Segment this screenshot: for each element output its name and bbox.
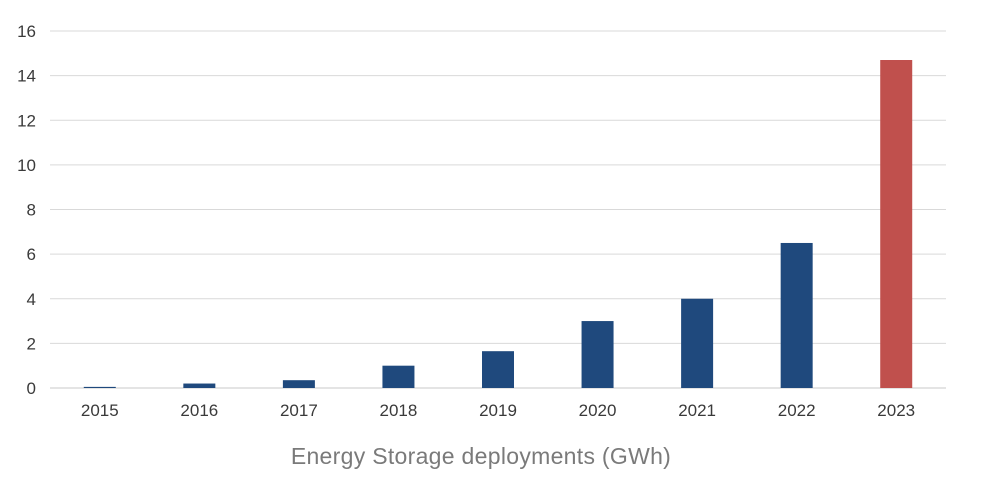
y-tick-label: 16: [17, 22, 36, 41]
bar-2018: [382, 365, 415, 388]
y-tick-label: 6: [27, 245, 36, 264]
y-tick-label: 14: [17, 67, 36, 86]
x-tick-label: 2017: [280, 401, 318, 420]
bar-2016: [183, 383, 216, 388]
x-tick-label: 2020: [579, 401, 617, 420]
y-tick-label: 4: [27, 290, 36, 309]
bar-2019: [482, 351, 514, 388]
gridlines: [50, 30, 946, 389]
y-tick-label: 0: [27, 379, 36, 398]
x-tick-label: 2018: [380, 401, 418, 420]
y-tick-label: 2: [27, 334, 36, 353]
bar-2021: [681, 298, 714, 388]
x-tick-label: 2019: [479, 401, 517, 420]
x-tick-label: 2016: [180, 401, 218, 420]
x-axis-ticks: 2015 2016 2017 2018 2019 2020 2021 2022 2023: [81, 401, 915, 420]
y-tick-label: 8: [27, 201, 36, 220]
y-tick-label: 12: [17, 111, 36, 130]
y-tick-label: 10: [17, 156, 36, 175]
bar-2017: [282, 380, 315, 388]
bar-2015: [83, 386, 116, 388]
x-tick-label: 2015: [81, 401, 119, 420]
bar-2020: [581, 321, 614, 388]
bars: [83, 60, 913, 388]
x-tick-label: 2023: [877, 401, 915, 420]
x-tick-label: 2022: [778, 401, 816, 420]
bar-2023: [880, 60, 913, 388]
bar-2022: [780, 242, 813, 388]
x-axis-title: Energy Storage deployments (GWh): [291, 443, 671, 469]
x-tick-label: 2021: [678, 401, 716, 420]
y-axis-ticks: 0 2 4 6 8 10 12 14 16: [17, 22, 36, 398]
